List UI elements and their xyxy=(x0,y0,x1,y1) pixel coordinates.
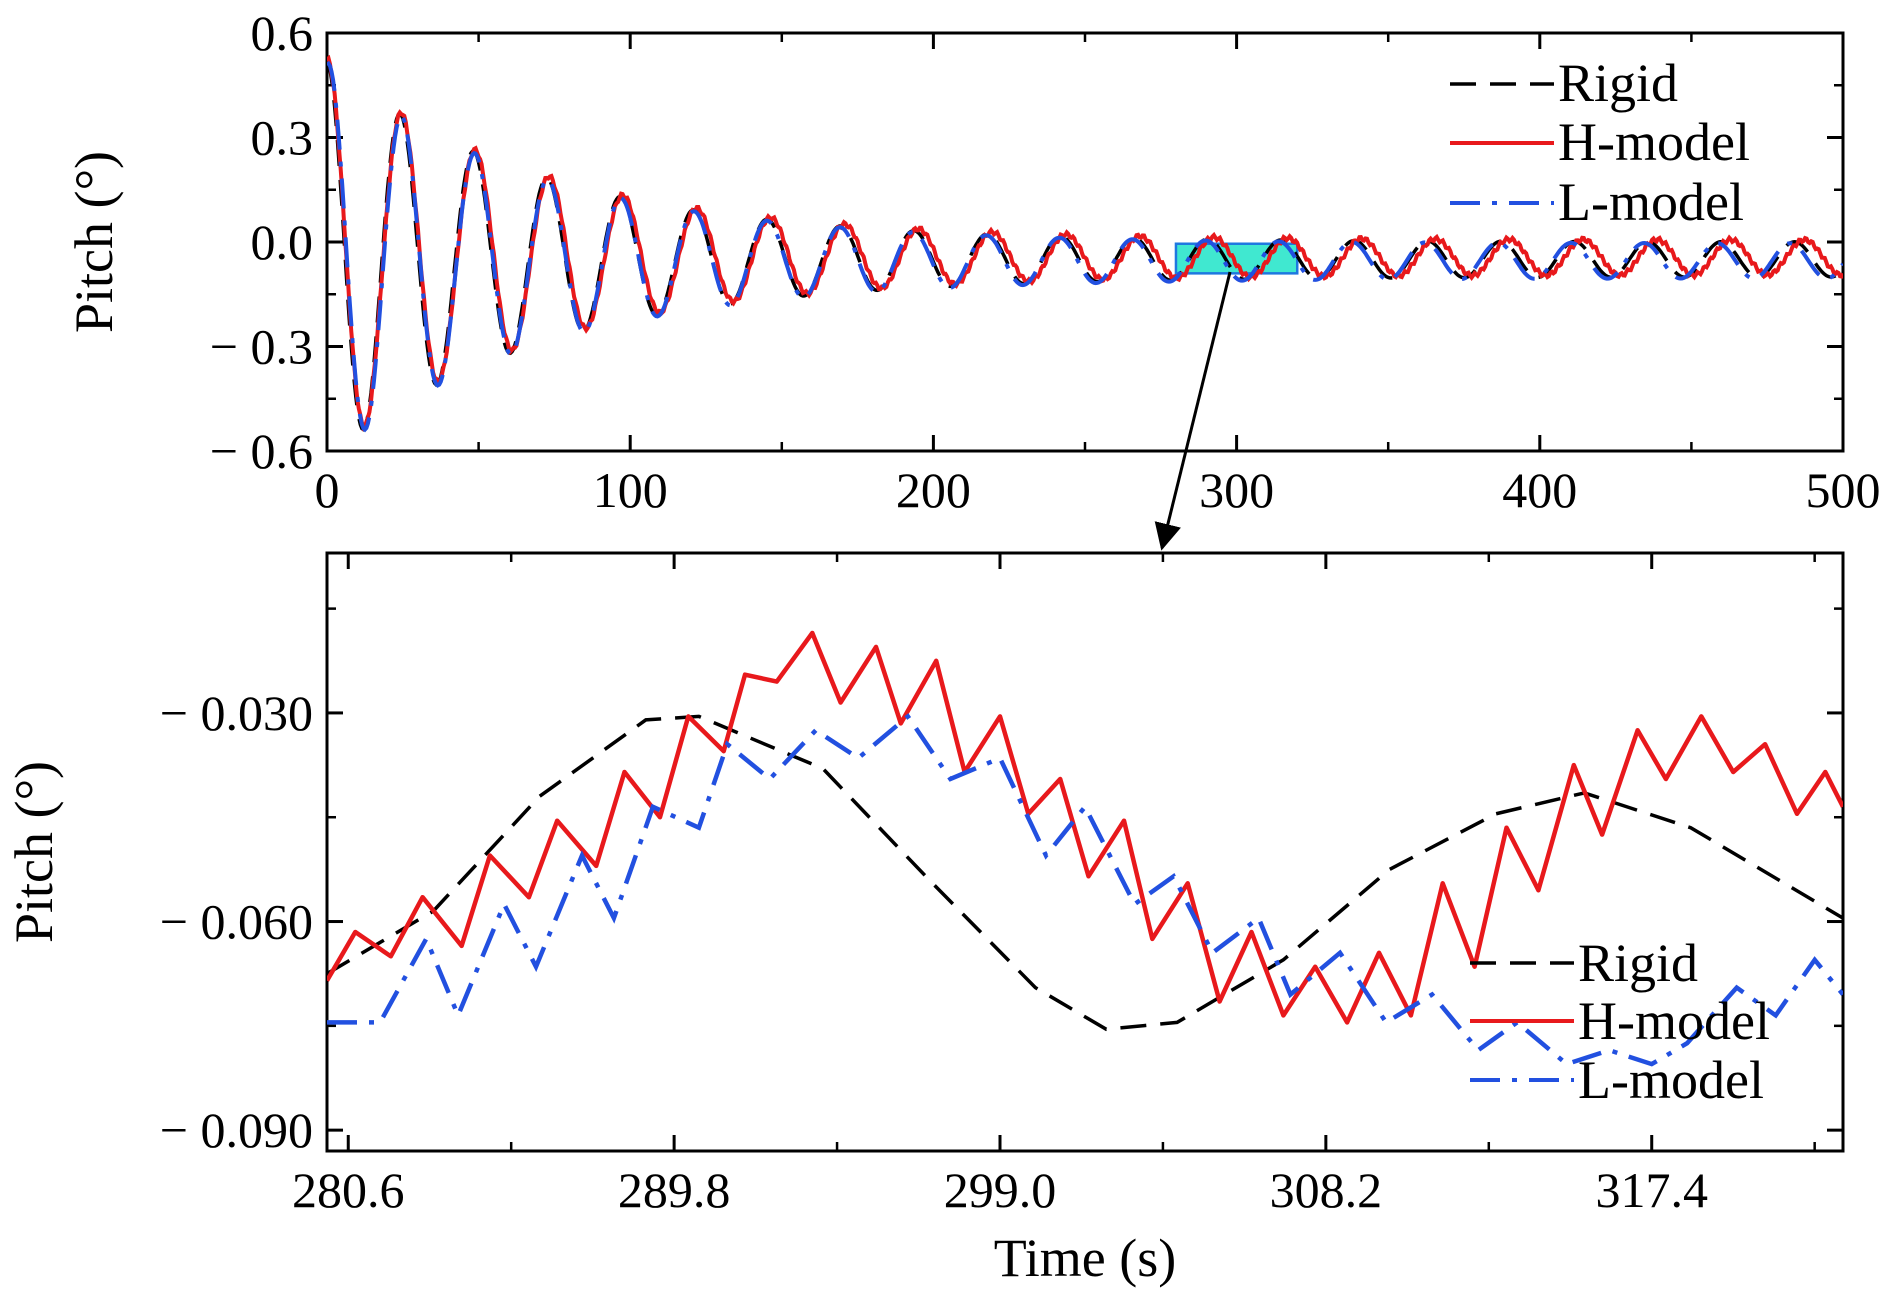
bottom-x-tick-label: 299.0 xyxy=(944,1162,1057,1218)
bottom-series-l-model-line xyxy=(327,713,1843,1067)
bottom-legend-l-model-label: L-model xyxy=(1578,1050,1764,1110)
bottom-x-ticks: 280.6 289.8 299.0 308.2 317.4 xyxy=(292,553,1816,1218)
top-y-tick-label: 0.3 xyxy=(251,110,314,166)
zoom-arrow xyxy=(1154,271,1232,551)
top-legend-rigid-label: Rigid xyxy=(1558,53,1678,113)
bottom-legend-h-model-label: H-model xyxy=(1578,991,1770,1051)
top-x-tick-label: 0 xyxy=(315,462,340,518)
bottom-panel: 280.6 289.8 299.0 308.2 317.4 − 0.030 − 0.060… xyxy=(4,551,1845,1288)
top-x-tick-label: 100 xyxy=(593,462,668,518)
top-y-ticks: 0.6 0.3 0.0 − 0.3 − 0.6 xyxy=(210,5,1843,479)
top-x-tick-label: 200 xyxy=(896,462,971,518)
bottom-legend: Rigid H-model L-model xyxy=(1470,933,1770,1110)
bottom-x-axis-label: Time (s) xyxy=(994,1228,1177,1288)
bottom-x-tick-label: 308.2 xyxy=(1270,1162,1383,1218)
top-legend-h-model-label: H-model xyxy=(1558,112,1750,172)
bottom-legend-rigid-label: Rigid xyxy=(1578,933,1698,993)
top-x-tick-label: 300 xyxy=(1199,462,1274,518)
top-series-l-model-line xyxy=(327,60,1843,433)
bottom-y-tick-label: − 0.090 xyxy=(160,1102,313,1158)
bottom-series-h-model-line xyxy=(327,630,1843,1025)
bottom-y-axis-label: Pitch (°) xyxy=(4,761,64,943)
bottom-x-tick-label: 280.6 xyxy=(292,1162,405,1218)
top-y-tick-label: 0.0 xyxy=(251,214,314,270)
top-x-tick-label: 400 xyxy=(1502,462,1577,518)
top-series-h-model-line xyxy=(327,54,1843,432)
bottom-series-rigid-line xyxy=(327,714,1843,1032)
top-y-tick-label: − 0.6 xyxy=(210,423,313,479)
bottom-plot-frame xyxy=(325,551,1845,1153)
top-y-tick-label: − 0.3 xyxy=(210,319,313,375)
top-x-tick-label: 500 xyxy=(1806,462,1881,518)
bottom-y-tick-label: − 0.030 xyxy=(160,685,313,741)
top-panel: 0 100 200 300 400 500 0.6 0.3 0.0 − 0.3 − 0.6 Pit… xyxy=(64,5,1881,518)
top-y-axis-label: Pitch (°) xyxy=(64,151,124,333)
bottom-y-tick-label: − 0.060 xyxy=(160,894,313,950)
bottom-x-tick-label: 289.8 xyxy=(618,1162,731,1218)
bottom-y-ticks: − 0.030 − 0.060 − 0.090 xyxy=(160,607,1843,1158)
top-y-tick-label: 0.6 xyxy=(251,5,314,61)
top-legend: Rigid H-model L-model xyxy=(1450,53,1750,232)
top-x-ticks: 0 100 200 300 400 500 xyxy=(315,33,1881,518)
top-legend-l-model-label: L-model xyxy=(1558,172,1744,232)
bottom-x-tick-label: 317.4 xyxy=(1595,1162,1708,1218)
